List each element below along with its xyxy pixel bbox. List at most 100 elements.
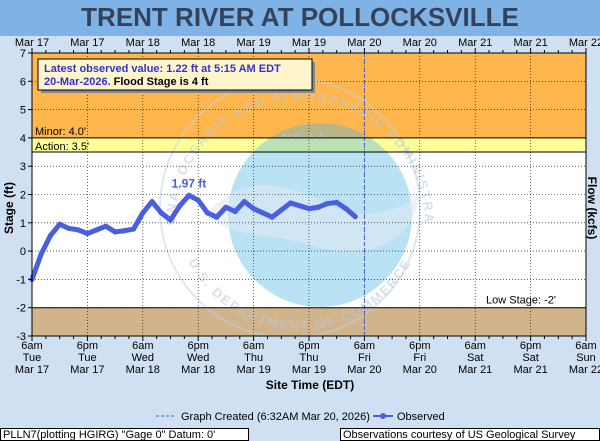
- bottom-tick-label: Sun: [576, 352, 596, 364]
- y-axis-ticks: -3 -2 -1 0 1 2 3 4 5 6 7: [16, 48, 32, 343]
- bottom-tick-label: Mar 17: [15, 364, 49, 376]
- bottom-tick-label: Sat: [467, 352, 484, 364]
- bottom-tick-label: Mar 18: [126, 364, 160, 376]
- bottom-tick-label: Sat: [522, 352, 539, 364]
- legend-created-label: Graph Created (6:32AM Mar 20, 2026): [181, 411, 370, 423]
- latest-value-box-body: [37, 58, 313, 91]
- top-tick-label: Mar 17: [15, 37, 49, 49]
- header-bar: [0, 0, 600, 36]
- observed-point: [204, 210, 211, 216]
- observed-point: [214, 214, 220, 220]
- bottom-tick-label: 6am: [354, 340, 375, 352]
- action-stage-band: [32, 137, 586, 153]
- y-tick-label: -1: [16, 274, 26, 286]
- bottom-tick-label: 6pm: [187, 340, 208, 352]
- observed-point: [38, 251, 44, 257]
- y2-axis-label: Flow (kcfs): [585, 177, 599, 240]
- page-title: TRENT RIVER AT POLLOCKSVILLE: [81, 2, 519, 32]
- observed-point: [75, 227, 81, 233]
- bottom-tick-label: Mar 20: [403, 364, 437, 376]
- y-tick-label: -3: [16, 331, 26, 343]
- bottom-tick-label: Wed: [132, 352, 154, 364]
- footer-right-text: Observations courtesy of US Geological S…: [343, 429, 576, 441]
- observed-point: [149, 198, 155, 205]
- y-tick-label: 5: [20, 105, 26, 117]
- bottom-tick-label: Tue: [23, 352, 42, 364]
- observed-point: [177, 203, 183, 209]
- y-tick-label: 6: [20, 76, 26, 88]
- bottom-tick-label: Mar 17: [70, 364, 104, 376]
- y-tick-label: 3: [20, 161, 26, 173]
- bottom-tick-label: 6am: [243, 340, 264, 352]
- bottom-tick-label: Tue: [78, 352, 97, 364]
- bottom-tick-label: Thu: [244, 352, 263, 364]
- y-tick-label: 1: [20, 218, 26, 230]
- observed-point: [251, 206, 257, 212]
- flood-stage-text: Flood Stage is 4 ft: [114, 76, 209, 88]
- observed-point: [260, 210, 266, 216]
- threshold-lines: [32, 137, 586, 309]
- bottom-tick-label: 6am: [464, 340, 485, 352]
- y-axis-label: Stage (ft): [2, 182, 16, 234]
- top-axis-ticks: Mar 17 Mar 17 Mar 18 Mar 18 Mar 19 Mar 19 Mar …: [15, 37, 600, 49]
- bottom-tick-label: Mar 22: [569, 364, 600, 376]
- top-tick-label: Mar 17: [70, 37, 104, 49]
- top-tick-label: Mar 18: [126, 37, 160, 49]
- latest-value-date: 20-Mar-2026.: [44, 76, 111, 88]
- observed-point: [278, 207, 284, 213]
- observed-point: [47, 232, 54, 239]
- minor-stage-label: Minor: 4.0': [35, 126, 86, 138]
- top-tick-label: Mar 22: [569, 37, 600, 49]
- y-tick-label: 4: [20, 133, 26, 145]
- bottom-tick-label: Mar 20: [347, 364, 381, 376]
- footer: PLLN7(plotting HGIRG) "Gage 0" Datum: 0'…: [0, 428, 600, 441]
- observed-point: [315, 204, 321, 210]
- observed-point: [352, 213, 358, 220]
- bottom-tick-label: 6pm: [77, 340, 98, 352]
- bottom-tick-label: Mar 19: [236, 364, 270, 376]
- observed-point: [186, 192, 192, 198]
- peak-label: 1.97 ft: [172, 176, 207, 190]
- observed-point: [241, 198, 247, 205]
- action-stage-label: Action: 3.5': [35, 141, 89, 153]
- footer-left-text: PLLN7(plotting HGIRG) "Gage 0" Datum: 0': [3, 429, 215, 441]
- bottom-tick-label: 6pm: [409, 340, 430, 352]
- observed-point: [343, 206, 349, 212]
- observed-point: [84, 230, 90, 237]
- observed-point: [130, 226, 137, 232]
- observed-point: [158, 210, 164, 216]
- observed-point: [57, 221, 63, 227]
- bottom-tick-label: Mar 21: [458, 364, 492, 376]
- low-stage-band: [32, 307, 586, 336]
- latest-value-line2: 20-Mar-2026. Flood Stage is 4 ft: [44, 76, 209, 88]
- observed-point: [223, 204, 229, 210]
- observed-point: [195, 197, 201, 203]
- legend-observed-marker: [380, 413, 386, 419]
- observed-point: [66, 225, 72, 232]
- observed-point: [232, 208, 238, 215]
- bottom-tick-label: 6am: [575, 340, 596, 352]
- top-tick-label: Mar 19: [236, 37, 270, 49]
- observed-point: [103, 223, 109, 229]
- legend: Graph Created (6:32AM Mar 20, 2026) Obse…: [156, 411, 445, 423]
- observed-point: [297, 203, 303, 209]
- low-stage-label: Low Stage: -2': [486, 295, 556, 307]
- observed-point: [121, 228, 127, 234]
- observed-series: [29, 192, 358, 282]
- bottom-tick-label: Fri: [358, 352, 371, 364]
- bottom-tick-label: Wed: [187, 352, 209, 364]
- observed-point: [334, 199, 340, 206]
- top-tick-label: Mar 21: [513, 37, 547, 49]
- bottom-tick-label: 6pm: [298, 340, 319, 352]
- observed-point: [167, 217, 174, 223]
- y-tick-label: 2: [20, 190, 26, 202]
- legend-observed-label: Observed: [397, 411, 445, 423]
- latest-value-line1: Latest observed value: 1.22 ft at 5:15 A…: [44, 63, 281, 75]
- top-tick-label: Mar 20: [403, 37, 437, 49]
- observed-point: [287, 200, 294, 206]
- bottom-tick-label: Fri: [413, 352, 426, 364]
- bottom-tick-label: Mar 21: [513, 364, 547, 376]
- y-tick-label: 0: [20, 246, 26, 258]
- top-tick-label: Mar 20: [347, 37, 381, 49]
